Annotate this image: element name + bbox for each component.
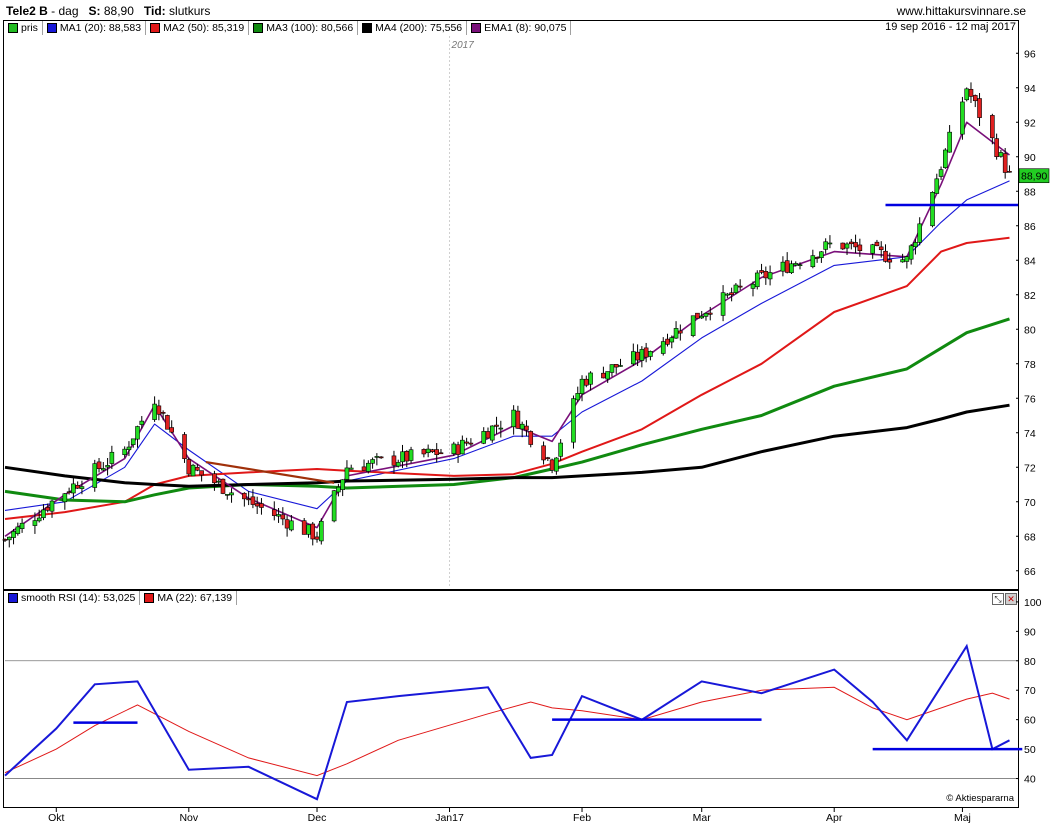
rsi-legend-swatch bbox=[8, 593, 18, 603]
price-legend-swatch bbox=[471, 23, 482, 33]
y-tick-label: 96 bbox=[1024, 48, 1036, 60]
tid-label: Tid: bbox=[143, 4, 166, 18]
rsi-legend-item: MA (22): 67,139 bbox=[140, 591, 238, 605]
price-legend-label: MA2 (50): 85,319 bbox=[163, 22, 245, 34]
date-range: 19 sep 2016 - 12 maj 2017 bbox=[885, 21, 1016, 33]
price-tag-label: 88,90 bbox=[1021, 171, 1047, 183]
copyright-text: © Aktiespararna bbox=[946, 793, 1014, 804]
rsi-y-tick-label: 60 bbox=[1024, 715, 1036, 727]
price-legend: pris MA1 (20): 88,583 MA2 (50): 85,319 MA3 … bbox=[4, 21, 572, 35]
price-legend-label: MA3 (100): 80,566 bbox=[266, 22, 354, 34]
close-icon[interactable]: ✕ bbox=[1005, 593, 1017, 605]
period-label: dag bbox=[58, 4, 79, 18]
rsi-legend-label: MA (22): 67,139 bbox=[157, 592, 233, 604]
y-tick-label: 72 bbox=[1024, 462, 1036, 474]
y-tick-label: 70 bbox=[1024, 497, 1036, 509]
price-legend-item: MA4 (200): 75,556 bbox=[358, 21, 468, 35]
x-tick-label: Nov bbox=[179, 812, 198, 824]
y-tick-label: 74 bbox=[1024, 428, 1036, 440]
price-legend-item: MA3 (100): 80,566 bbox=[249, 21, 359, 35]
rsi-y-tick-label: 70 bbox=[1024, 685, 1036, 697]
price-legend-item: MA1 (20): 88,583 bbox=[43, 21, 147, 35]
y-tick-label: 80 bbox=[1024, 324, 1036, 336]
rsi-legend-swatch bbox=[144, 593, 155, 603]
price-legend-label: MA1 (20): 88,583 bbox=[59, 22, 142, 34]
y-tick-label: 66 bbox=[1024, 566, 1036, 578]
chart-title: Tele2 B - dag S: 88,90 Tid: slutkurs bbox=[6, 4, 210, 18]
y-tick-label: 84 bbox=[1024, 255, 1036, 267]
price-legend-swatch bbox=[46, 23, 57, 33]
price-legend-label: pris bbox=[21, 22, 38, 34]
y-tick-label: 78 bbox=[1024, 359, 1036, 371]
rsi-legend-label: smooth RSI (14): 53,025 bbox=[21, 592, 136, 604]
tid-value: slutkurs bbox=[169, 4, 211, 18]
x-tick-label: Okt bbox=[48, 812, 64, 824]
s-label: S: bbox=[88, 4, 101, 18]
y-tick-label: 76 bbox=[1024, 393, 1036, 405]
site-link[interactable]: www.hittakursvinnare.se bbox=[896, 4, 1026, 18]
y-tick-label: 88 bbox=[1024, 186, 1036, 198]
price-legend-swatch bbox=[362, 23, 373, 33]
s-value: 88,90 bbox=[103, 4, 134, 18]
x-tick-label: Feb bbox=[573, 812, 591, 824]
x-tick-label: Dec bbox=[308, 812, 327, 824]
title-separator: - bbox=[47, 4, 59, 18]
x-tick-label: Jan17 bbox=[435, 812, 464, 824]
price-legend-label: MA4 (200): 75,556 bbox=[375, 22, 463, 34]
y-tick-label: 82 bbox=[1024, 290, 1036, 302]
price-legend-item: EMA1 (8): 90,075 bbox=[467, 21, 572, 35]
price-tag-box bbox=[1018, 168, 1050, 184]
price-legend-swatch bbox=[253, 23, 264, 33]
rsi-y-tick-label: 40 bbox=[1024, 774, 1036, 786]
y-tick-label: 68 bbox=[1024, 531, 1036, 543]
x-tick-label: Mar bbox=[693, 812, 712, 824]
y-tick-label: 92 bbox=[1024, 117, 1036, 129]
y-tick-label: 90 bbox=[1024, 152, 1036, 164]
rsi-y-tick-label: 80 bbox=[1024, 656, 1036, 668]
rsi-legend: smooth RSI (14): 53,025 MA (22): 67,139 bbox=[4, 591, 238, 605]
price-legend-item: MA2 (50): 85,319 bbox=[146, 21, 250, 35]
price-panel: pris MA1 (20): 88,583 MA2 (50): 85,319 MA3 … bbox=[3, 20, 1019, 590]
ticker-label: Tele2 B bbox=[6, 4, 48, 18]
price-legend-label: EMA1 (8): 90,075 bbox=[484, 22, 567, 34]
price-legend-swatch bbox=[8, 23, 18, 33]
price-legend-swatch bbox=[150, 23, 161, 33]
x-tick-label: Maj bbox=[954, 812, 971, 824]
rsi-legend-item: smooth RSI (14): 53,025 bbox=[4, 591, 141, 605]
rsi-y-tick-label: 90 bbox=[1024, 626, 1036, 638]
chart-header: Tele2 B - dag S: 88,90 Tid: slutkurs www… bbox=[0, 0, 1064, 20]
rsi-panel: smooth RSI (14): 53,025 MA (22): 67,139 ⤡… bbox=[3, 590, 1019, 808]
y-tick-label: 94 bbox=[1024, 83, 1036, 95]
y-tick-label: 86 bbox=[1024, 221, 1036, 233]
x-tick-label: Apr bbox=[826, 812, 843, 824]
zoom-icon[interactable]: ⤡ bbox=[992, 593, 1004, 605]
rsi-y-tick-label: 50 bbox=[1024, 744, 1036, 756]
price-legend-item: pris bbox=[4, 21, 43, 35]
rsi-y-tick-label: 100 bbox=[1024, 597, 1042, 609]
